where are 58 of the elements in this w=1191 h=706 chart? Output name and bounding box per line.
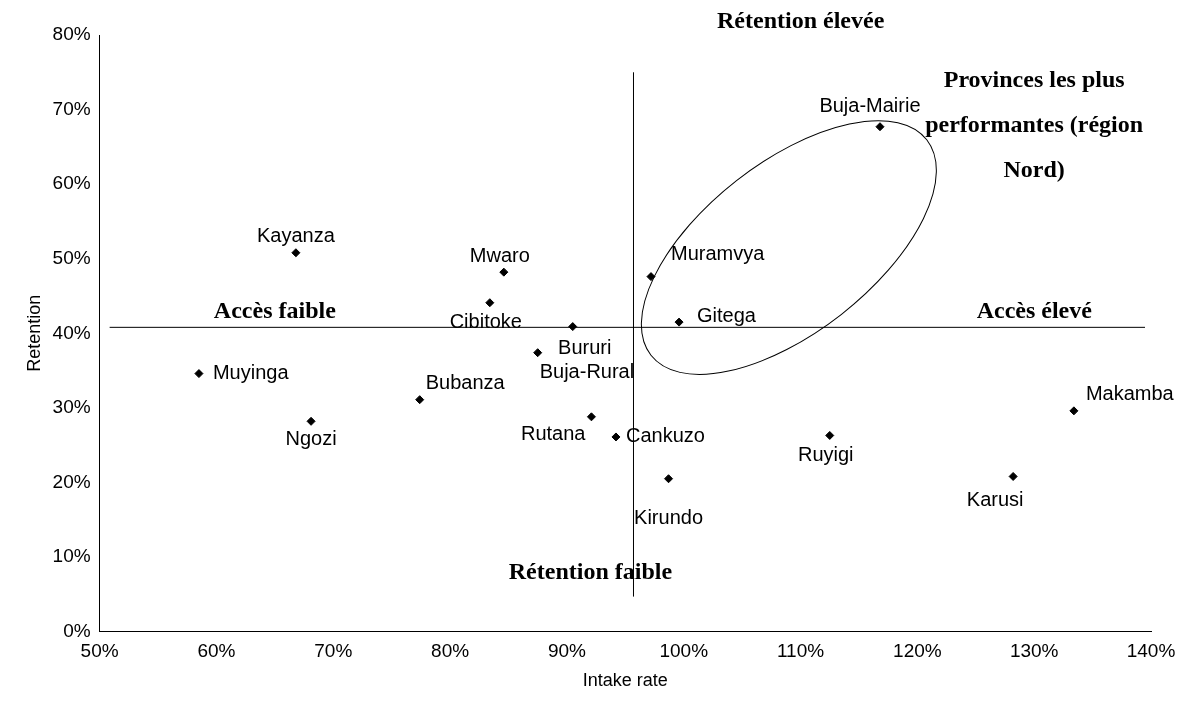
y-tick-label: 20%	[52, 470, 91, 492]
point	[646, 272, 656, 282]
series-label: Rutana	[520, 422, 587, 445]
y-tick-label: 80%	[52, 23, 91, 45]
point	[1008, 471, 1018, 481]
x-tick-label: 130%	[1009, 640, 1059, 662]
series-label: Buja-Rural	[539, 360, 635, 383]
series-label: Muramvya	[671, 242, 766, 265]
point	[568, 322, 578, 332]
point	[664, 474, 674, 484]
x-tick-label: 90%	[547, 640, 587, 662]
annotation: Provinces les plus performantes (région Nord)	[925, 65, 1144, 182]
point	[586, 412, 596, 422]
point	[291, 248, 301, 258]
series-label: Kirundo	[634, 506, 704, 529]
point	[306, 416, 316, 426]
y-axis-title: Retention	[23, 294, 44, 372]
point	[194, 369, 204, 379]
x-tick-label: 100%	[659, 640, 709, 662]
y-tick-label: 10%	[52, 545, 91, 567]
x-tick-label: 140%	[1126, 640, 1176, 662]
x-tick-label: 120%	[893, 640, 942, 662]
series-label: Makamba	[1085, 382, 1175, 405]
y-tick-label: 40%	[52, 321, 91, 343]
y-tick-label: 30%	[52, 396, 91, 418]
point	[499, 267, 509, 277]
series-label: Gitega	[697, 303, 757, 326]
text: Rétention élevée	[717, 6, 885, 34]
x-tick-label: 110%	[776, 640, 825, 662]
series-label: Muyinga	[212, 361, 290, 384]
series-label: Cibitoke	[449, 310, 522, 333]
point	[611, 432, 621, 442]
series-label: Karusi	[966, 488, 1024, 510]
annotation: Accès élevé	[976, 297, 1092, 325]
y-tick-label: 60%	[52, 172, 91, 194]
series-label: Ruyigi	[797, 442, 854, 465]
x-axis-title: Intake rate	[582, 670, 668, 691]
series-label: Kayanza	[256, 224, 336, 247]
y-tick-label: 50%	[52, 246, 91, 268]
series-label: Ngozi	[285, 426, 337, 449]
point	[415, 395, 425, 405]
annotation: Accès faible	[213, 297, 336, 325]
series-label: Buja-Mairie	[819, 94, 921, 117]
x-tick-label: 50%	[80, 640, 119, 662]
point	[674, 317, 684, 327]
y-tick-label: 0%	[63, 619, 91, 641]
point	[485, 298, 495, 308]
series-label: Bururi	[558, 336, 612, 359]
series-label: Mwaro	[469, 243, 530, 266]
point	[875, 122, 885, 132]
series-label: Bubanza	[425, 371, 506, 394]
point	[825, 430, 835, 440]
x-tick-label: 70%	[314, 640, 353, 662]
y-tick-label: 70%	[52, 97, 91, 119]
point	[1069, 406, 1079, 416]
x-tick-label: 80%	[431, 640, 470, 662]
x-tick-label: 60%	[197, 640, 236, 662]
point	[533, 348, 543, 358]
